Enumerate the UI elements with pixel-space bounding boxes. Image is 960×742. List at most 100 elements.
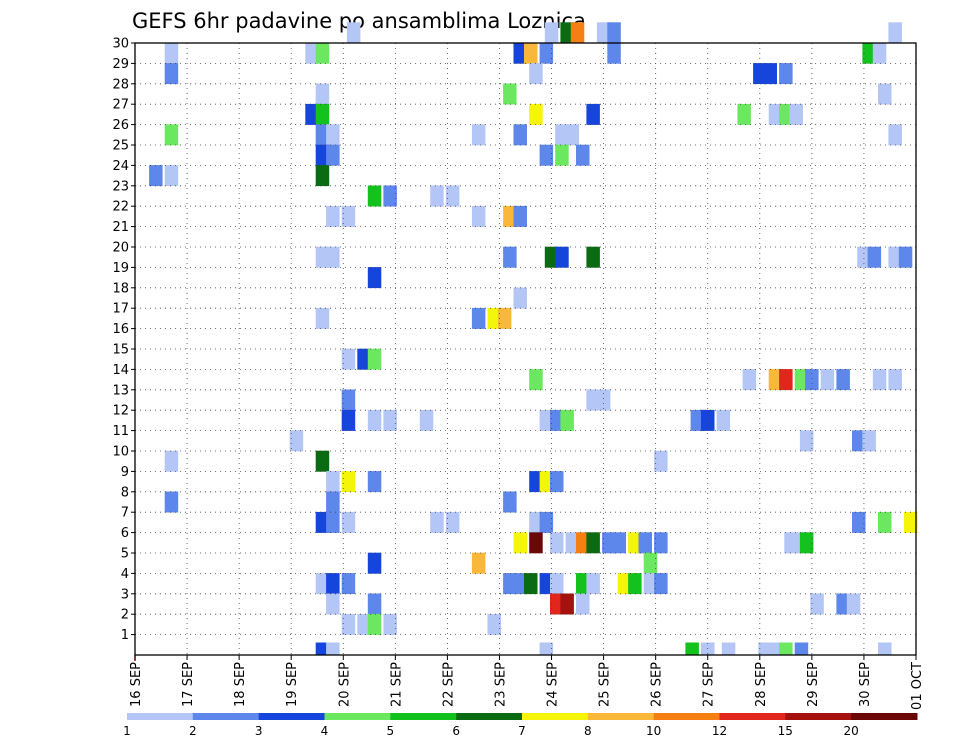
heatmap-cell: [810, 593, 824, 615]
heatmap-cell: [596, 22, 611, 44]
heatmap-cell: [539, 144, 554, 166]
x-tick-label: 26 SEP: [650, 662, 665, 707]
heatmap-cell: [763, 63, 777, 85]
y-tick-label: 10: [112, 445, 129, 460]
y-tick-label: 26: [112, 118, 129, 133]
heatmap-cell: [852, 430, 866, 452]
heatmap-cell: [550, 532, 564, 554]
heatmap-cell: [513, 287, 527, 309]
heatmap-cell: [513, 205, 527, 227]
y-tick-label: 11: [112, 424, 129, 439]
y-tick-label: 2: [121, 608, 129, 623]
heatmap-cell: [550, 593, 564, 615]
heatmap-cell: [513, 42, 527, 64]
x-tick-label: 30 SEP: [858, 662, 873, 707]
heatmap-cell: [357, 613, 371, 635]
heatmap-cell: [779, 369, 793, 391]
y-tick-label: 3: [121, 587, 129, 602]
legend-label: 5: [386, 724, 394, 738]
heatmap-cell: [768, 642, 783, 655]
y-tick-label: 18: [112, 281, 129, 296]
heatmap-cell: [685, 642, 699, 655]
heatmap-cell: [471, 552, 486, 574]
x-tick-label: 21 SEP: [389, 662, 404, 707]
heatmap-cell: [513, 532, 527, 554]
heatmap-cell: [367, 267, 382, 289]
heatmap-cell: [289, 430, 304, 452]
y-tick-label: 21: [112, 220, 129, 235]
legend-label: 2: [189, 724, 197, 738]
heatmap-cell: [586, 573, 600, 595]
heatmap-cell: [341, 573, 356, 595]
heatmap-cell: [445, 511, 460, 533]
x-tick-label: 28 SEP: [754, 662, 769, 707]
heatmap-cell: [383, 185, 397, 207]
heatmap-cell: [315, 307, 330, 329]
heatmap-cell: [326, 246, 340, 268]
heatmap-cell: [346, 22, 361, 44]
heatmap-cell: [799, 532, 814, 554]
heatmap-cell: [878, 642, 892, 655]
heatmap-cell: [383, 409, 397, 431]
heatmap-cell: [341, 613, 356, 635]
heatmap-cell: [326, 642, 340, 655]
heatmap-cell: [888, 246, 902, 268]
heatmap-cell: [529, 103, 543, 125]
y-tick-label: 9: [121, 465, 129, 480]
heatmap-cell: [701, 409, 715, 431]
heatmap-cell: [539, 642, 554, 655]
heatmap-cell: [529, 369, 543, 391]
y-tick-label: 6: [121, 526, 129, 541]
heatmap-cell: [367, 613, 382, 635]
x-tick-label: 25 SEP: [598, 662, 613, 707]
heatmap-cell: [524, 573, 538, 595]
y-tick-label: 13: [112, 383, 129, 398]
heatmap-cell: [367, 348, 382, 370]
heatmap-cell: [643, 552, 658, 574]
heatmap-cell: [654, 573, 668, 595]
heatmap-cell: [326, 124, 340, 146]
y-tick-label: 5: [121, 547, 129, 562]
y-tick-label: 14: [112, 363, 129, 378]
heatmap-cell: [789, 103, 803, 125]
heatmap-cell: [836, 369, 850, 391]
heatmap-cell: [315, 165, 330, 187]
legend-swatch: [587, 713, 655, 720]
y-tick-label: 7: [121, 506, 129, 521]
heatmap-cell: [445, 185, 460, 207]
heatmap-cell: [628, 573, 642, 595]
legend-swatch: [127, 713, 194, 720]
legend-label: 20: [844, 724, 859, 738]
legend-label: 3: [255, 724, 263, 738]
heatmap-cell: [550, 409, 564, 431]
legend-swatch: [258, 713, 325, 720]
heatmap-cell: [326, 144, 340, 166]
y-tick-label: 20: [112, 241, 129, 256]
heatmap-cell: [149, 165, 163, 187]
heatmap-cell: [586, 103, 600, 125]
heatmap-cell: [341, 471, 356, 493]
heatmap-cell: [487, 613, 501, 635]
y-tick-label: 25: [112, 139, 129, 154]
heatmap-cell: [326, 205, 340, 227]
heatmap-cell: [341, 409, 356, 431]
heatmap-cell: [794, 369, 809, 391]
heatmap-cell: [768, 369, 783, 391]
heatmap-cell: [878, 83, 892, 105]
heatmap-cell: [164, 124, 179, 146]
heatmap-cell: [560, 22, 574, 44]
x-tick-label: 18 SEP: [233, 662, 248, 707]
heatmap-cell: [503, 83, 517, 105]
legend-label: 8: [584, 724, 592, 738]
heatmap-cell: [586, 532, 600, 554]
heatmap-cell: [315, 511, 330, 533]
heatmap-cell: [716, 409, 731, 431]
heatmap-cell: [862, 430, 876, 452]
heatmap-cell: [779, 63, 793, 85]
heatmap-cell: [565, 532, 580, 554]
x-tick-label: 16 SEP: [129, 662, 144, 707]
heatmap-cell: [341, 511, 356, 533]
heatmap-cell: [513, 573, 527, 595]
heatmap-cell: [638, 532, 652, 554]
heatmap-cell: [550, 573, 564, 595]
